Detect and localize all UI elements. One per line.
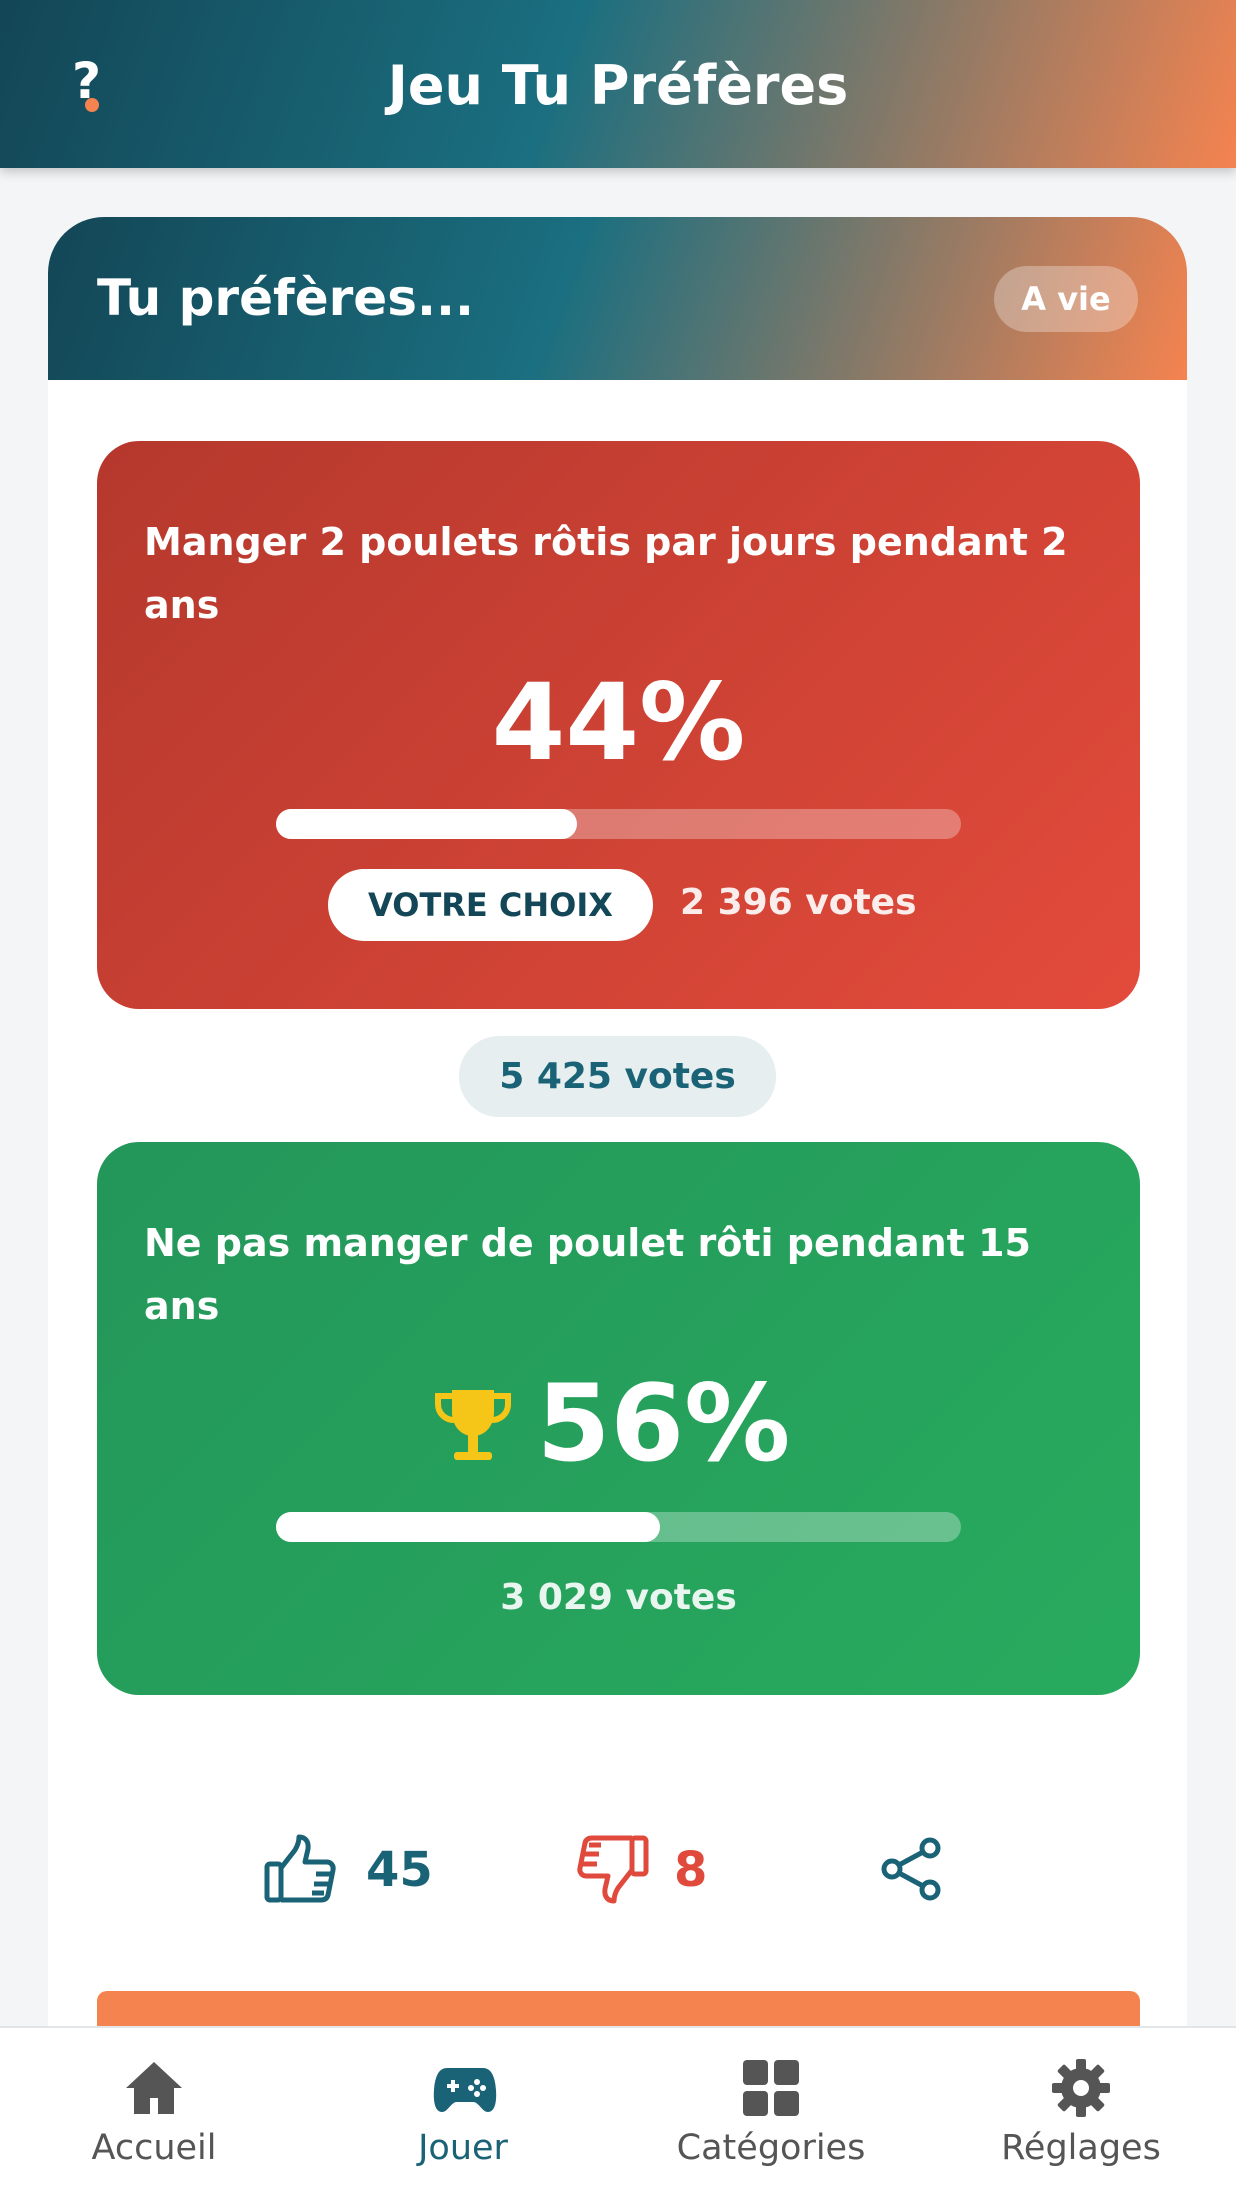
nav-label: Réglages [1001,2128,1161,2168]
dislike-count: 8 [674,1842,708,1898]
progress-fill [276,1512,660,1542]
choice-pill: VOTRE CHOIX [328,869,653,941]
option-percent: 56% [536,1362,791,1485]
like-count: 45 [366,1842,433,1898]
home-icon [126,2062,182,2114]
help-dot [85,98,99,112]
option-text: Ne pas manger de poulet rôti pendant 15 … [144,1221,1031,1328]
option-card[interactable]: Manger 2 poulets rôtis par jours pendant… [97,441,1140,1009]
nav-item[interactable]: Réglages [931,2028,1231,2198]
card-title: Tu préfères... [97,269,474,327]
option-votes: 3 029 votes [500,1577,737,1618]
bottom-nav: Accueil Jouer Catégories Réglages [0,2026,1236,2198]
next-button[interactable] [97,1991,1140,2031]
nav-item[interactable]: Accueil [4,2028,304,2198]
nav-label: Catégories [676,2128,866,2168]
nav-item[interactable]: Catégories [621,2028,921,2198]
gamepad-icon [433,2068,497,2112]
nav-label: Jouer [418,2128,508,2168]
app-title: Jeu Tu Préfères [387,54,849,117]
share-button[interactable] [880,1836,944,1902]
progress-fill [276,809,578,839]
header: ? Jeu Tu Préfères [0,0,1236,168]
grid-icon [743,2060,799,2116]
total-votes: 5 425 votes [459,1036,776,1117]
like-button[interactable] [264,1834,338,1904]
card-header: Tu préfères... A vie [48,217,1187,380]
option-text: Manger 2 poulets rôtis par jours pendant… [144,520,1068,627]
option-percent: 44% [491,661,746,784]
category-badge: A vie [994,266,1138,332]
progress-track [276,809,961,839]
option-votes: 2 396 votes [680,882,917,923]
settings-icon [1052,2059,1110,2117]
nav-item[interactable]: Jouer [313,2028,613,2198]
nav-label: Accueil [91,2128,217,2168]
dislike-button[interactable] [575,1834,649,1904]
progress-track [276,1512,961,1542]
trophy-icon [435,1390,511,1460]
option-card[interactable]: Ne pas manger de poulet rôti pendant 15 … [97,1142,1140,1695]
